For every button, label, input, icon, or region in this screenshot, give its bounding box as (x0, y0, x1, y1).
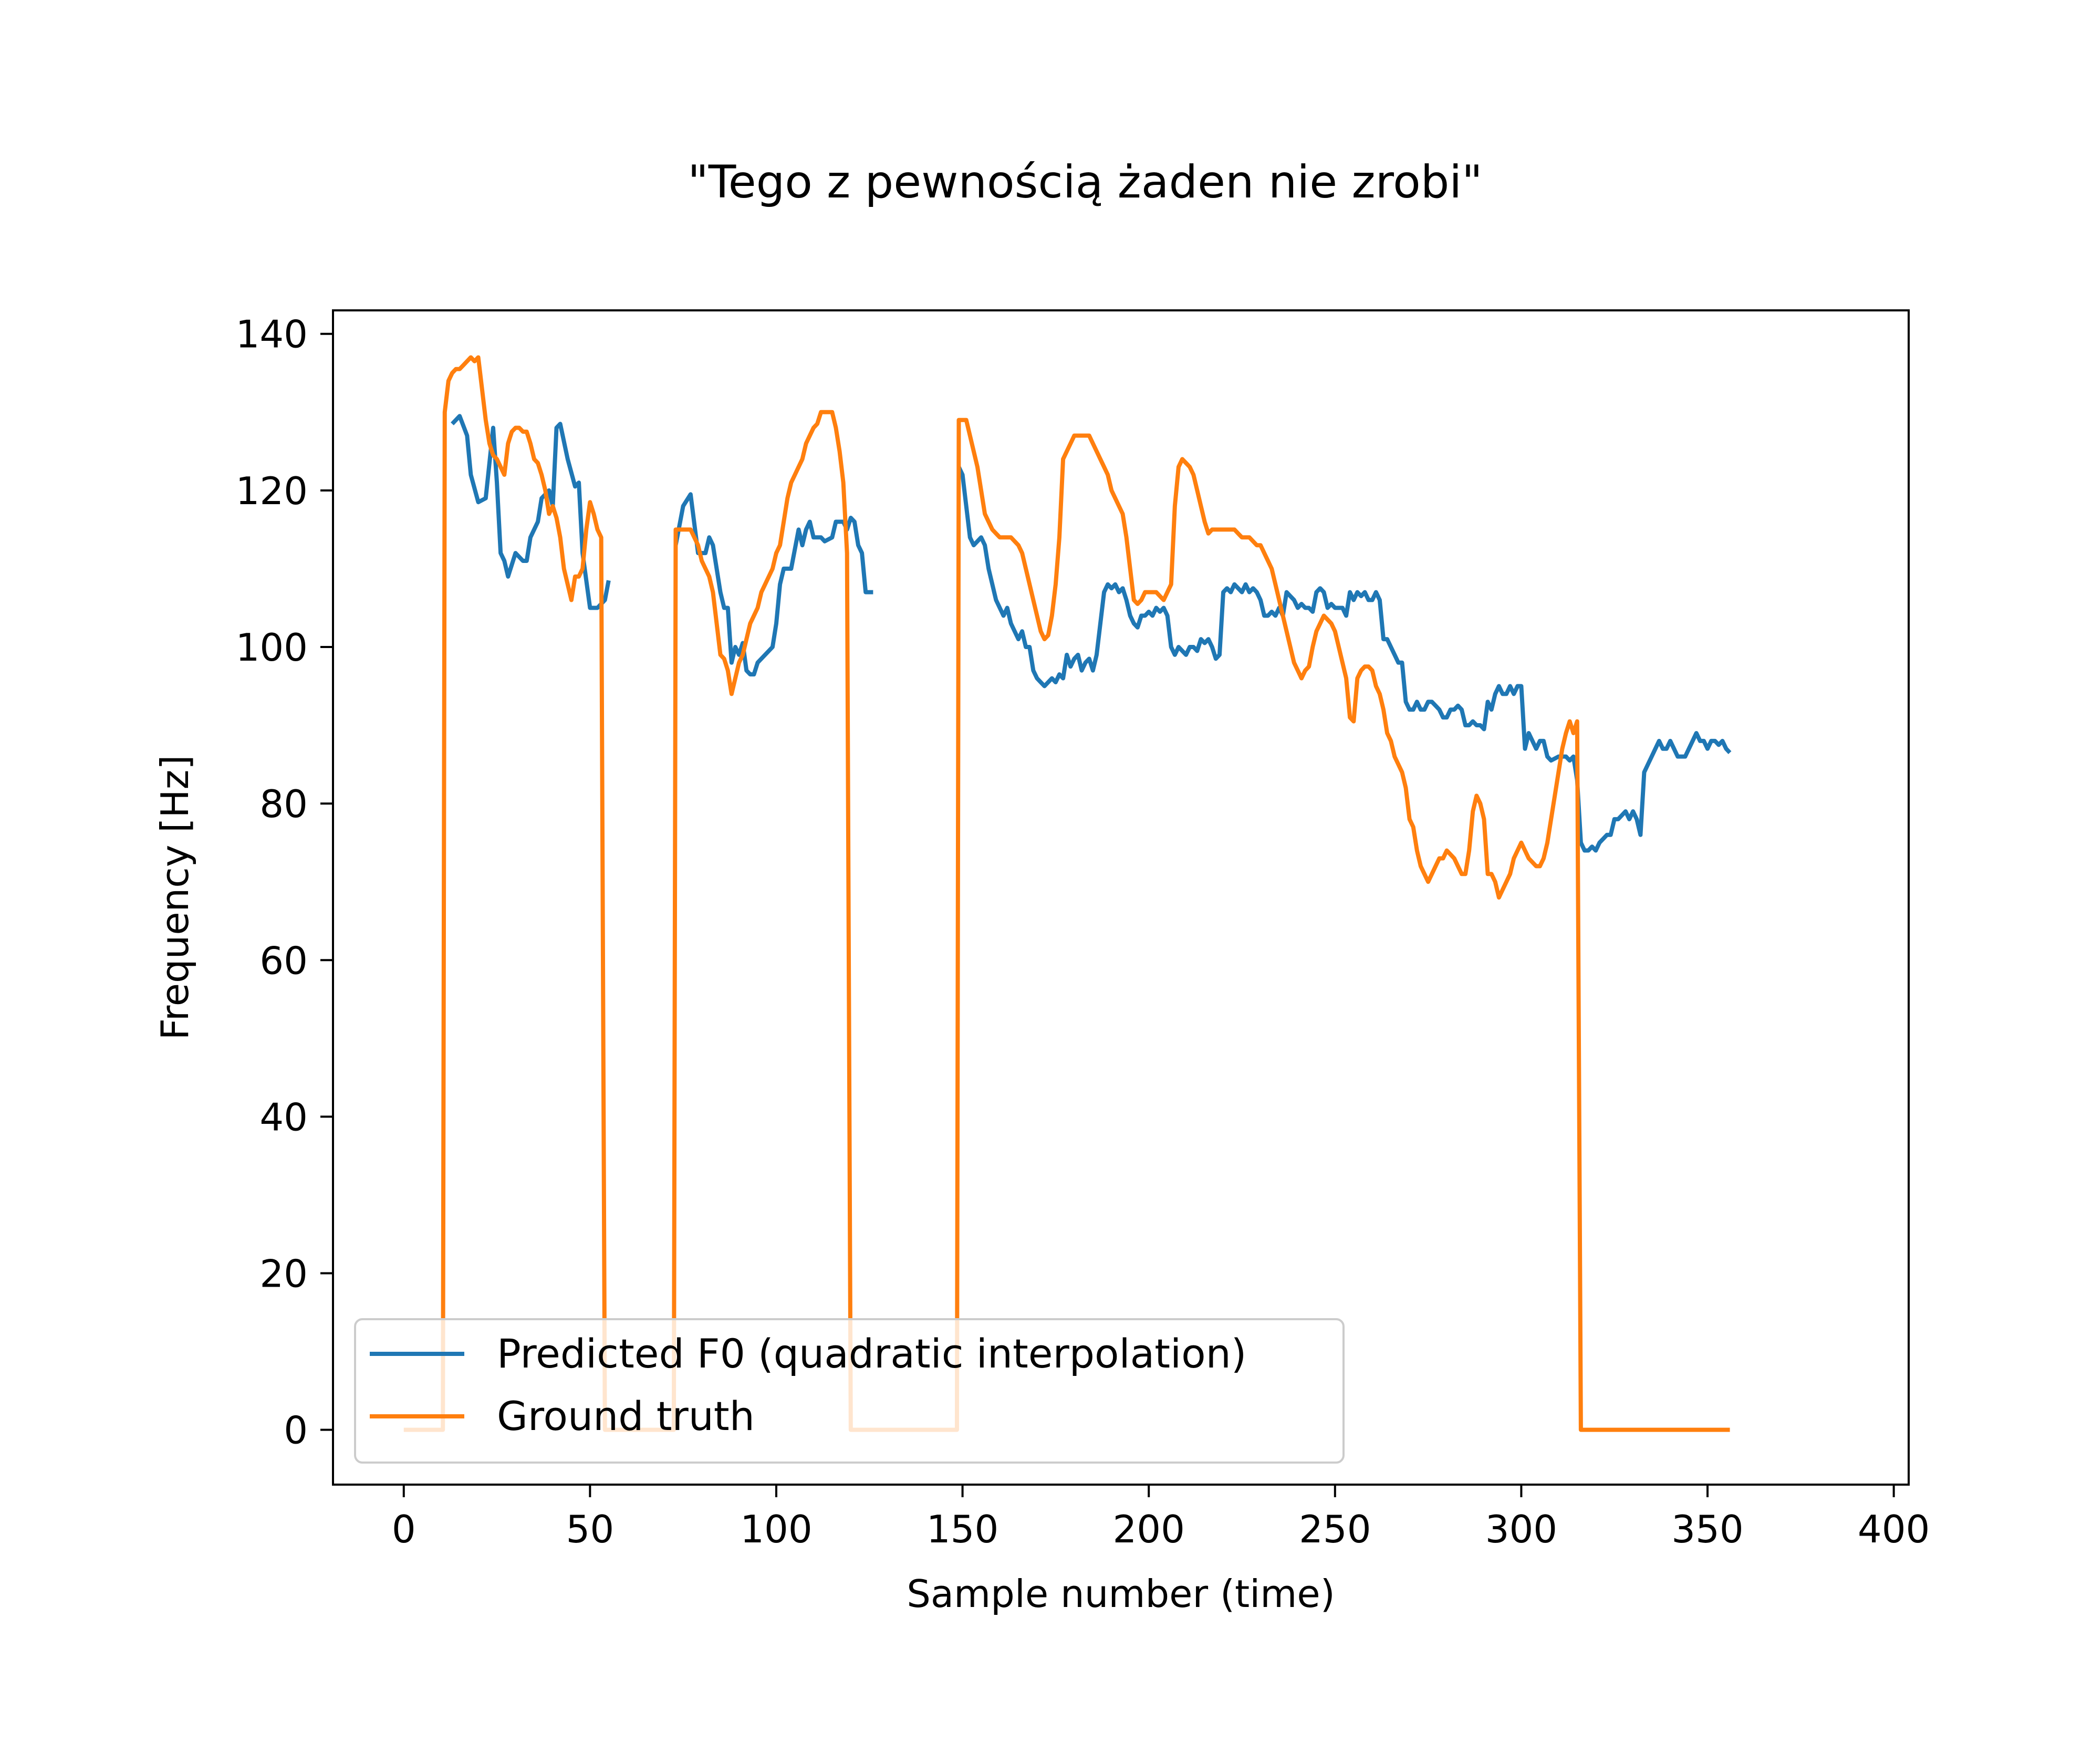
legend-label-predicted: Predicted F0 (quadratic interpolation) (497, 1330, 1246, 1377)
y-tick-label-20: 20 (259, 1252, 308, 1296)
plot-background (333, 310, 1909, 1485)
x-tick-label-50: 50 (566, 1507, 615, 1551)
x-tick-label-300: 300 (1485, 1507, 1557, 1551)
x-tick-label-200: 200 (1112, 1507, 1184, 1551)
series-line-ground-truth (403, 355, 1730, 1432)
y-tick-label-40: 40 (259, 1095, 308, 1139)
y-tick-label-80: 80 (259, 782, 308, 826)
legend-box (354, 1318, 1345, 1464)
series-layer (403, 355, 1732, 1432)
legend: Predicted F0 (quadratic interpolation) G… (354, 1318, 1345, 1464)
y-tick-label-100: 100 (236, 625, 308, 670)
y-tick-label-140: 140 (236, 312, 308, 357)
x-tick-label-400: 400 (1858, 1507, 1930, 1551)
series-line-predicted-2 (956, 466, 1732, 853)
y-tick-label-120: 120 (236, 469, 308, 513)
y-tick-label-0: 0 (284, 1408, 308, 1453)
x-tick-label-150: 150 (927, 1507, 998, 1551)
x-tick-label-250: 250 (1299, 1507, 1371, 1551)
x-axis-label: Sample number (time) (907, 1572, 1335, 1616)
x-tick-label-350: 350 (1671, 1507, 1743, 1551)
x-tick-label-100: 100 (740, 1507, 812, 1551)
y-tick-label-60: 60 (259, 938, 308, 983)
x-axis: 0 50 100 150 200 250 300 350 400 (392, 1485, 1930, 1551)
chart-title: "Tego z pewnością żaden nie zrobi" (688, 156, 1482, 208)
plot-area (332, 309, 1910, 1486)
legend-label-ground-truth: Ground truth (497, 1393, 755, 1439)
y-axis-label: Frequency [Hz] (153, 755, 197, 1040)
series-line-predicted-0 (451, 414, 611, 610)
axes-frame (332, 309, 1910, 1486)
y-axis: 0 20 40 60 80 100 120 140 (236, 312, 333, 1453)
x-tick-label-0: 0 (392, 1507, 416, 1551)
